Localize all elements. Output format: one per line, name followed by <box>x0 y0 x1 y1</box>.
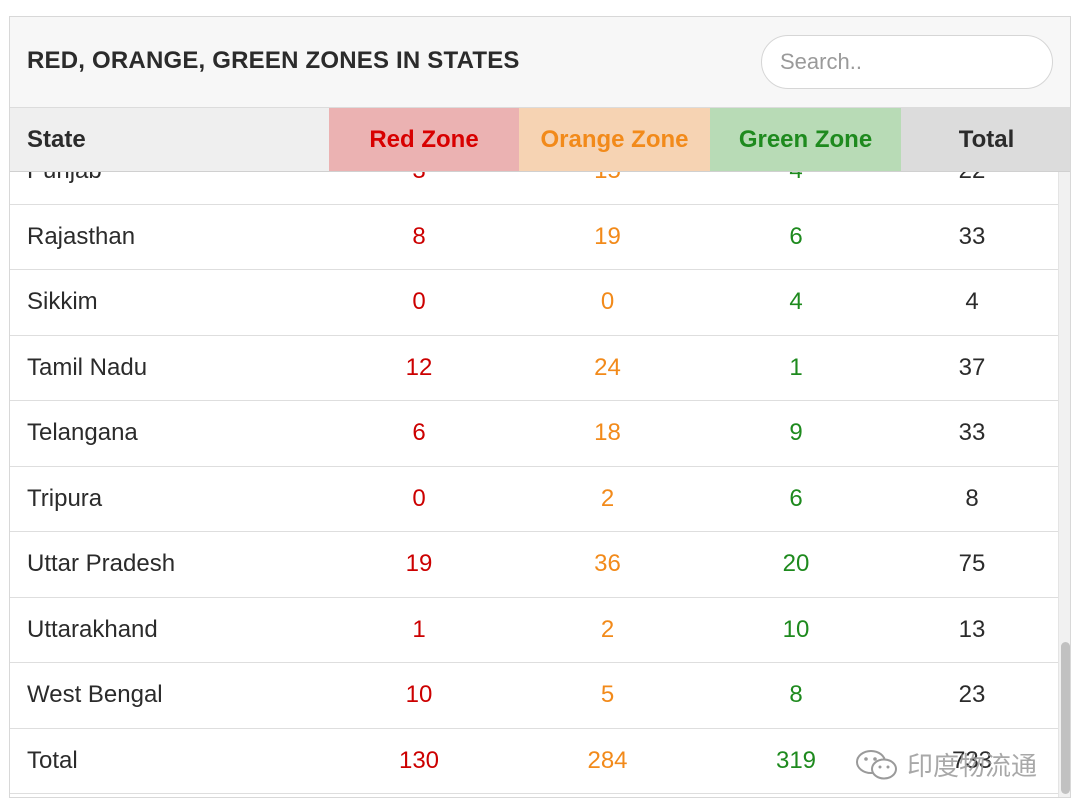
cell-orange-zone: 0 <box>600 288 615 316</box>
vertical-scrollbar[interactable] <box>1058 172 1070 797</box>
cell-green-zone: 6 <box>789 484 803 512</box>
cell-total: 33 <box>958 419 986 447</box>
widget-header: RED, ORANGE, GREEN ZONES IN STATES <box>10 17 1070 108</box>
column-header-state[interactable]: State <box>10 108 329 171</box>
cell-green-zone: 4 <box>706 172 886 185</box>
cell-red-zone: 130 <box>398 746 440 774</box>
table-row: West Bengal 10 5 8 23 <box>10 663 1058 729</box>
cell-state: Rajasthan <box>27 222 136 250</box>
table-row: Sikkim 0 0 4 4 <box>10 270 1058 336</box>
cell-state: West Bengal <box>27 681 163 709</box>
column-header-total[interactable]: Total <box>901 108 1070 171</box>
table-rows: Punjab315422Rajasthan819633Sikkim0044Tam… <box>10 172 1058 794</box>
cell-orange-zone: 19 <box>594 222 621 250</box>
table-row: Rajasthan 8 19 6 33 <box>10 205 1058 270</box>
cell-red-zone: 0 <box>412 484 426 512</box>
cell-green-zone: 319 <box>775 746 817 774</box>
column-header-green-zone[interactable]: Green Zone <box>710 108 901 171</box>
cell-state: Punjab <box>10 172 329 185</box>
cell-red-zone: 19 <box>405 550 433 578</box>
cell-total: 8 <box>965 484 979 512</box>
table-body[interactable]: Punjab315422Rajasthan819633Sikkim0044Tam… <box>10 172 1058 797</box>
cell-red-zone: 10 <box>405 681 433 709</box>
column-header-red-zone[interactable]: Red Zone <box>329 108 519 171</box>
cell-red-zone: 12 <box>405 353 433 381</box>
cell-red-zone: 8 <box>412 222 426 250</box>
cell-green-zone: 10 <box>782 615 810 643</box>
cell-orange-zone: 284 <box>587 746 628 774</box>
cell-state: Tamil Nadu <box>27 353 148 381</box>
table-row: Punjab315422 <box>10 172 1058 205</box>
search-input[interactable] <box>761 35 1053 89</box>
cell-total: 23 <box>958 681 986 709</box>
cell-total: 733 <box>951 746 993 774</box>
table-row: Tamil Nadu 12 24 1 37 <box>10 336 1058 401</box>
cell-orange-zone: 36 <box>594 550 621 578</box>
table-row: Telangana 6 18 9 33 <box>10 401 1058 467</box>
table-row: Uttarakhand 1 2 10 13 <box>10 598 1058 663</box>
cell-orange-zone: 2 <box>600 615 615 643</box>
cell-red-zone: 0 <box>412 288 426 316</box>
wechat-icon <box>856 749 897 779</box>
cell-orange-zone: 5 <box>600 681 615 709</box>
table-header: State Red Zone Orange Zone Green Zone To… <box>10 108 1070 172</box>
cell-red-zone: 1 <box>412 615 426 643</box>
watermark-text: 印度物流通 <box>907 752 1038 782</box>
table-row: Tripura 0 2 6 8 <box>10 467 1058 532</box>
cell-green-zone: 9 <box>789 419 803 447</box>
cell-total: 37 <box>958 353 986 381</box>
cell-green-zone: 8 <box>789 681 803 709</box>
cell-state: Total <box>27 746 78 774</box>
cell-total: 75 <box>958 550 986 578</box>
cell-state: Uttarakhand <box>27 615 158 643</box>
zones-table-widget: RED, ORANGE, GREEN ZONES IN STATES State… <box>9 16 1071 798</box>
cell-orange-zone: 2 <box>600 484 615 512</box>
cell-green-zone: 4 <box>789 288 803 316</box>
table-total-row: Total 130 284 319 733 <box>10 729 1058 794</box>
cell-green-zone: 1 <box>789 353 803 381</box>
widget-title: RED, ORANGE, GREEN ZONES IN STATES <box>27 47 520 74</box>
scrollbar-thumb[interactable] <box>1061 642 1070 794</box>
cell-total: 4 <box>965 288 979 316</box>
cell-red-zone: 3 <box>329 172 509 185</box>
cell-orange-zone: 18 <box>594 419 621 447</box>
column-header-orange-zone[interactable]: Orange Zone <box>519 108 710 171</box>
cell-orange-zone: 24 <box>594 353 621 381</box>
cell-total: 22 <box>886 172 1058 185</box>
cell-total: 33 <box>958 222 986 250</box>
cell-state: Telangana <box>27 419 138 447</box>
cell-green-zone: 20 <box>782 550 810 578</box>
cell-total: 13 <box>958 615 986 643</box>
watermark: 印度物流通 <box>855 746 1037 783</box>
cell-green-zone: 6 <box>789 222 803 250</box>
table-row: Uttar Pradesh 19 36 20 75 <box>10 532 1058 598</box>
cell-red-zone: 6 <box>412 419 426 447</box>
cell-orange-zone: 15 <box>509 172 706 185</box>
cell-state: Uttar Pradesh <box>27 550 176 578</box>
cell-state: Tripura <box>27 484 103 512</box>
cell-state: Sikkim <box>27 288 98 316</box>
